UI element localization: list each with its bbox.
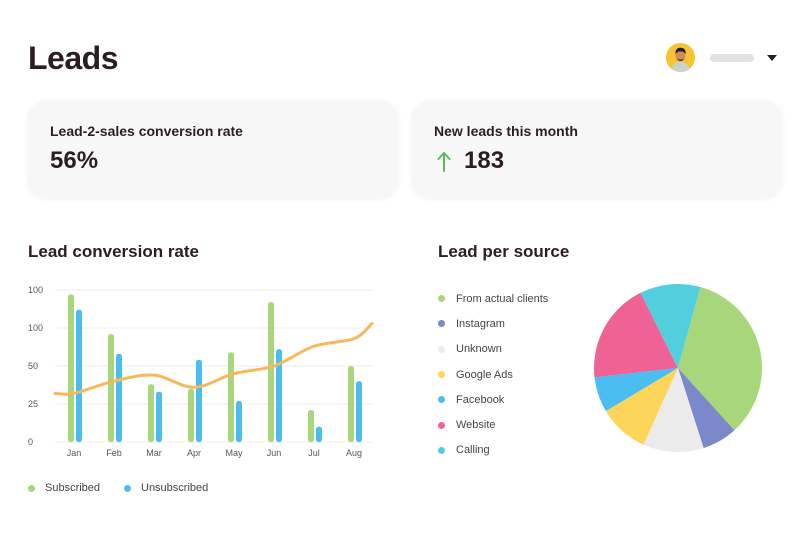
x-tick-label: Mar: [146, 448, 162, 458]
source-legend-label: Unknown: [456, 343, 502, 356]
x-tick-label: Apr: [187, 448, 201, 458]
bar-unsubscribed: [276, 349, 282, 442]
bar-unsubscribed: [356, 381, 362, 442]
bar-unsubscribed: [196, 359, 202, 442]
source-legend-item: From actual clients: [438, 286, 548, 311]
subscribed-dot-icon: [28, 484, 35, 492]
x-tick-label: Jan: [67, 448, 82, 458]
new-leads-value: 183: [464, 147, 505, 174]
pie-slice: [643, 368, 704, 452]
legend-unsubscribed: Unsubscribed: [124, 482, 208, 494]
source-dot-icon: [438, 320, 445, 328]
bar-subscribed: [148, 384, 154, 442]
source-legend-label: Website: [456, 419, 496, 432]
source-legend-label: Instagram: [456, 317, 505, 330]
source-dot-icon: [438, 371, 445, 379]
trend-line: [53, 321, 374, 396]
source-legend-item: Unknown: [438, 337, 548, 362]
bar-unsubscribed: [316, 426, 322, 442]
pie-slice: [594, 292, 678, 378]
chevron-down-icon[interactable]: [767, 55, 777, 61]
y-tick-label: 25: [28, 399, 38, 409]
bar-unsubscribed: [236, 400, 242, 442]
new-leads-card: New leads this month 183: [412, 101, 782, 198]
source-legend-label: Facebook: [456, 393, 505, 406]
y-tick-label: 50: [28, 361, 38, 371]
pie-slice: [678, 287, 762, 431]
unsubscribed-dot-icon: [124, 484, 131, 492]
legend-subscribed-label: Subscribed: [45, 482, 101, 494]
conversion-rate-value: 56%: [50, 147, 99, 174]
pie-slice: [594, 368, 678, 412]
source-dot-icon: [438, 446, 445, 454]
user-menu[interactable]: [664, 42, 780, 72]
pie-slice: [640, 284, 701, 368]
source-dot-icon: [438, 396, 445, 404]
user-name-placeholder: [710, 54, 754, 62]
conversion-rate-label: Lead-2-sales conversion rate: [50, 123, 243, 139]
source-legend-item: Google Ads: [438, 362, 548, 387]
source-dot-icon: [438, 421, 445, 429]
conversion-rate-card: Lead-2-sales conversion rate 56%: [28, 101, 398, 198]
x-tick-label: Feb: [106, 448, 122, 458]
y-tick-label: 100: [28, 323, 43, 333]
bar-subscribed: [108, 334, 114, 442]
arrow-up-icon: [437, 152, 451, 172]
pie-slice: [678, 368, 735, 449]
legend-unsubscribed-label: Unsubscribed: [141, 482, 209, 494]
bar-unsubscribed: [156, 391, 162, 442]
source-legend-item: Facebook: [438, 387, 548, 412]
legend-subscribed: Subscribed: [28, 482, 100, 494]
source-legend-item: Website: [438, 412, 548, 437]
source-dot-icon: [438, 295, 445, 303]
source-legend: From actual clients Instagram Unknown Googl…: [438, 286, 548, 463]
lead-conversion-title: Lead conversion rate: [28, 242, 200, 261]
bar-subscribed: [348, 366, 354, 442]
source-legend-item: Instagram: [438, 311, 548, 336]
person-avatar-icon[interactable]: [666, 43, 695, 72]
x-tick-label: Jun: [267, 448, 282, 458]
bar-subscribed: [68, 294, 74, 442]
source-dot-icon: [438, 345, 445, 353]
bar-subscribed: [188, 388, 194, 442]
bar-subscribed: [228, 352, 234, 442]
new-leads-label: New leads this month: [434, 123, 578, 139]
x-tick-label: Jul: [308, 448, 320, 458]
bar-unsubscribed: [116, 353, 122, 442]
source-legend-label: Google Ads: [456, 368, 513, 381]
y-tick-label: 0: [28, 437, 33, 447]
x-tick-label: May: [225, 448, 243, 458]
bar-unsubscribed: [76, 309, 82, 442]
source-legend-item: Calling: [438, 438, 548, 463]
lead-source-pie: [594, 284, 762, 452]
source-legend-label: From actual clients: [456, 292, 549, 305]
pie-slice: [605, 368, 678, 445]
page-title: Leads: [28, 40, 118, 76]
bar-subscribed: [308, 410, 314, 442]
lead-conversion-chart: 0 25 50 100 100 Jan Feb Mar Apr May Jun Jul Aug: [28, 285, 374, 458]
lead-per-source-title: Lead per source: [438, 242, 570, 261]
bar-subscribed: [268, 302, 274, 442]
y-tick-label: 100: [28, 285, 43, 295]
source-legend-label: Calling: [456, 444, 490, 457]
x-tick-label: Aug: [346, 448, 362, 458]
